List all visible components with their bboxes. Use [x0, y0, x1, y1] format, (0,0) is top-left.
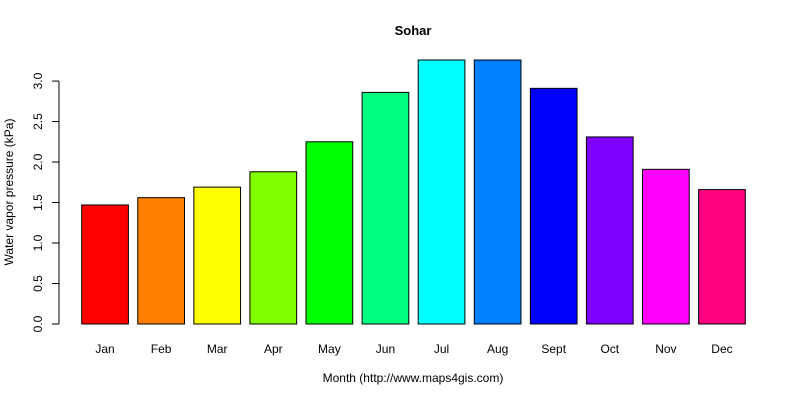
bar: [417, 59, 466, 325]
bar: [81, 204, 129, 325]
bars: [81, 59, 746, 325]
y-axis: 0.0 0.5 1.0 1.5 2.0 2.5 3.0: [31, 72, 60, 332]
x-tick-label: Jan: [95, 342, 114, 356]
bar: [193, 186, 242, 325]
bar: [137, 197, 185, 325]
bar: [473, 59, 522, 325]
chart-title: Sohar: [395, 23, 432, 38]
y-tick-label: 0.0: [31, 315, 45, 332]
bar: [249, 171, 298, 325]
x-tick-label: Jul: [434, 342, 449, 356]
y-axis-title: Water vapor pressure (kPa): [2, 119, 16, 266]
y-tick-label: 0.5: [31, 275, 45, 292]
x-tick-label: Apr: [264, 342, 283, 356]
x-category-labels: Jan Feb Mar Apr May Jun Jul Aug Sept Oct Nov Dec: [95, 342, 732, 356]
x-tick-label: Oct: [600, 342, 619, 356]
bar: [585, 136, 634, 325]
bar: [698, 189, 746, 325]
bar: [529, 87, 578, 325]
y-tick-label: 2.0: [31, 153, 45, 170]
bar: [361, 91, 410, 325]
y-tick-label: 3.0: [31, 72, 45, 89]
x-axis-title: Month (http://www.maps4gis.com): [323, 371, 504, 385]
x-tick-label: Aug: [487, 342, 508, 356]
y-tick-label: 1.5: [31, 194, 45, 211]
y-tick-label: 2.5: [31, 113, 45, 130]
x-tick-label: Nov: [655, 342, 676, 356]
x-tick-label: Dec: [711, 342, 732, 356]
x-tick-label: Jun: [376, 342, 395, 356]
x-tick-label: Sept: [541, 342, 566, 356]
bar: [642, 168, 690, 325]
bar: [305, 141, 354, 325]
x-tick-label: Mar: [207, 342, 228, 356]
x-tick-label: Feb: [151, 342, 172, 356]
y-tick-label: 1.0: [31, 234, 45, 251]
x-tick-label: May: [318, 342, 341, 356]
